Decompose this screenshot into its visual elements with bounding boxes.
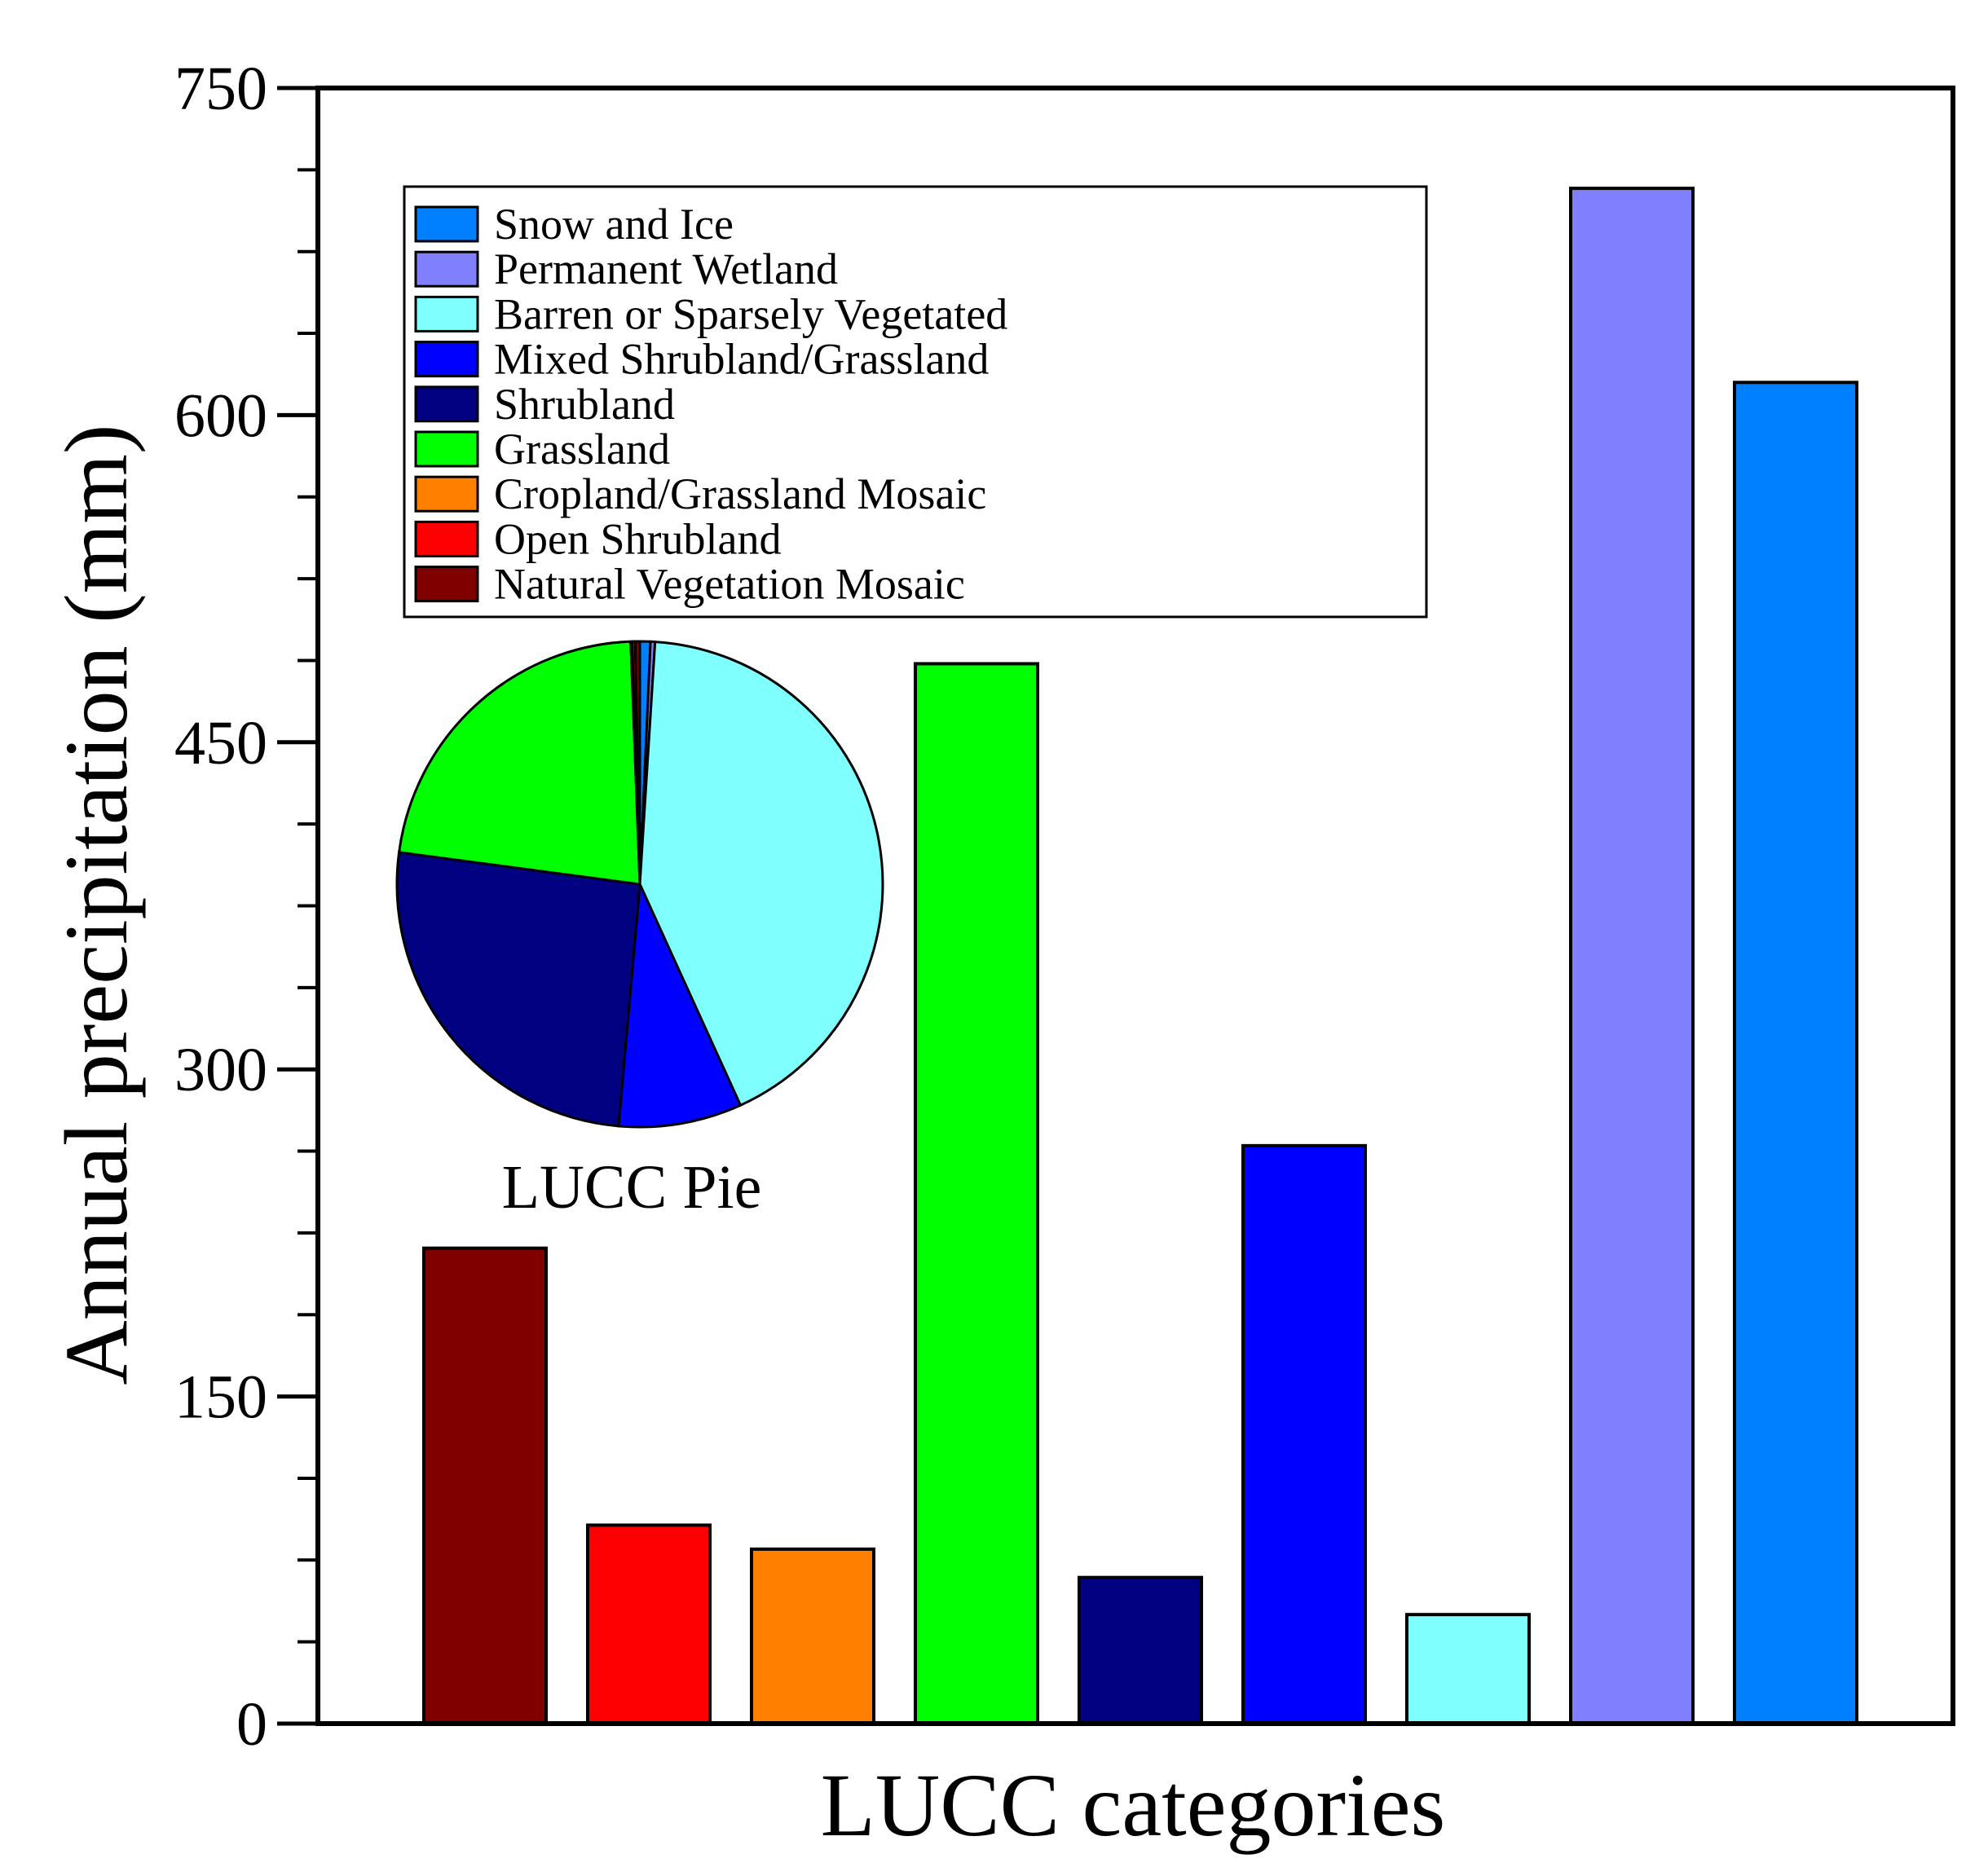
inset-pie-chart — [395, 640, 884, 1129]
legend-swatch — [414, 475, 479, 513]
y-tick-labels: 0 150 300 450 600 750 — [174, 55, 267, 1759]
legend-swatch — [414, 385, 479, 423]
pie-slice-mixed-shrubland-grassland — [617, 883, 742, 1129]
bar-open-shrubland — [586, 1523, 712, 1726]
legend-swatch — [414, 250, 479, 288]
legend-swatch — [414, 520, 479, 557]
y-tick-label: 450 — [174, 709, 267, 777]
legend-swatch — [414, 341, 479, 378]
legend-box — [403, 185, 1428, 619]
bar-cropland-grassland-mosaic — [750, 1547, 875, 1726]
pie-title: LUCC Pie — [502, 1153, 762, 1222]
bar-series — [422, 187, 1858, 1726]
y-tick-label: 150 — [174, 1363, 267, 1432]
legend-label: Permanent Wetland — [494, 244, 838, 293]
bar-natural-vegetation-mosaic — [422, 1246, 548, 1725]
bar-grassland — [914, 662, 1039, 1725]
bar-barren-or-sparsely-vegetated — [1405, 1613, 1531, 1725]
bar-mixed-shrubland-grassland — [1241, 1143, 1367, 1725]
pie-slice-barren-or-sparsely-vegetated — [638, 641, 884, 1107]
y-tick-label: 300 — [174, 1036, 267, 1104]
legend-label: Mixed Shrubland/Grassland — [494, 335, 989, 384]
x-axis-title: LUCC categories — [821, 1755, 1446, 1855]
legend-label: Natural Vegetation Mosaic — [494, 560, 965, 609]
bar-snow-and-ice — [1733, 381, 1858, 1725]
y-major-ticks — [277, 86, 318, 1726]
y-tick-label: 750 — [174, 55, 267, 123]
legend-swatch — [414, 430, 479, 468]
legend-swatch — [414, 205, 479, 243]
bar-shrubland — [1078, 1575, 1203, 1726]
y-minor-ticks — [298, 168, 318, 1644]
legend-swatch — [414, 295, 479, 332]
legend-label: Shrubland — [494, 380, 675, 429]
bar-permanent-wetland — [1569, 187, 1695, 1726]
y-tick-label: 0 — [236, 1690, 267, 1759]
legend-label: Snow and Ice — [494, 200, 734, 249]
pie-slice-natural-vegetation-mosaic — [633, 640, 641, 886]
legend-swatch — [414, 566, 479, 603]
legend-label: Barren or Sparsely Vegetated — [494, 289, 1007, 338]
y-tick-label: 600 — [174, 381, 267, 450]
legend-label: Cropland/Grassland Mosaic — [494, 469, 986, 518]
plot-frame — [315, 86, 1955, 1726]
pie-slice-shrubland — [395, 851, 641, 1128]
y-axis-title: Annual precipitation (mm) — [46, 424, 146, 1385]
legend-label: Grassland — [494, 425, 670, 473]
pie-slice-grassland — [398, 640, 641, 886]
legend-label: Open Shrubland — [494, 514, 781, 563]
